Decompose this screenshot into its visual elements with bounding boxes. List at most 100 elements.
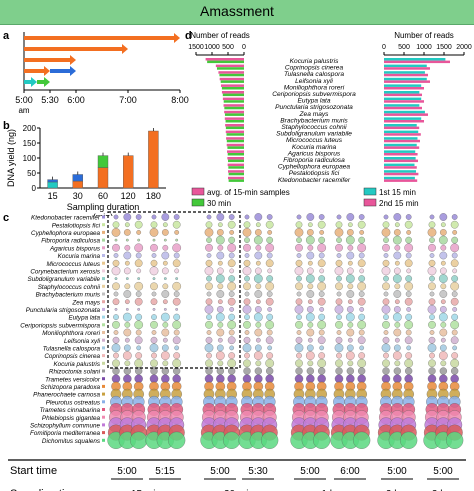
heatmap-bubble [150, 320, 158, 329]
timeline-arrow-4-head [31, 77, 37, 87]
heatmap-bubble [174, 345, 180, 351]
heatmap-bubble [216, 267, 224, 275]
heatmap-bubble [318, 252, 325, 259]
heatmap-bubble [404, 220, 413, 229]
heatmap-bubble [381, 343, 391, 353]
heatmap-row-marker [102, 354, 105, 358]
heatmap-bubble [172, 320, 182, 330]
heatmap-bubble [152, 277, 156, 280]
heatmap-bubble [317, 220, 326, 229]
heatmap-bubble [335, 367, 343, 375]
heatmap-bubble [205, 243, 213, 252]
heatmap-bubble [205, 336, 213, 344]
heatmap-bubble [255, 299, 261, 305]
heatmap-bubble [382, 243, 390, 252]
heatmap-bubble [267, 345, 273, 351]
heatmap-bubble [265, 374, 274, 383]
reads-right-bar-1st [384, 117, 422, 120]
heatmap-bubble [134, 336, 143, 345]
reads-left-bar-avg [223, 104, 244, 107]
heatmap-bubble [438, 351, 448, 360]
heatmap-bubble [383, 253, 389, 258]
yield-x-tick-label: 30 [73, 191, 83, 201]
heatmap-bubble [318, 313, 326, 321]
heatmap-bubble [381, 374, 391, 383]
heatmap-bubble [244, 237, 250, 243]
heatmap-bubble [205, 282, 213, 291]
reads-species-label: Ceriporiopsis subvermispora [272, 91, 356, 98]
heatmap-bubble [296, 352, 302, 359]
heatmap-bubble [357, 336, 366, 345]
heatmap-bubble [346, 213, 355, 221]
reads-right-bar-2nd [384, 87, 424, 90]
heatmap-bubble [205, 259, 213, 267]
heatmap-bubble [429, 237, 435, 243]
heatmap-bubble [294, 266, 304, 276]
heatmap-bubble [243, 259, 251, 267]
heatmap-row-marker [102, 392, 105, 396]
heatmap-bubble [229, 268, 235, 274]
sampling-time-value: 2 hrs [386, 489, 408, 491]
heatmap-bubble [335, 282, 343, 291]
heatmap-bubble [335, 259, 343, 267]
reads-left-bar-30 [223, 100, 244, 103]
heatmap-bubble [162, 337, 168, 343]
heatmap-row-marker [102, 215, 105, 219]
start-time-label: Start time [10, 465, 57, 477]
heatmap-bubble [151, 352, 157, 359]
heatmap-bubble [317, 358, 327, 368]
heatmap-bubble [254, 306, 262, 313]
heatmap-bubble [335, 359, 343, 368]
heatmap-bubble [227, 297, 236, 306]
heatmap-bubble [358, 313, 366, 321]
heatmap-bubble [163, 238, 167, 242]
heatmap-bubble [345, 235, 355, 245]
heatmap-bubble [255, 360, 262, 367]
heatmap-bubble [335, 221, 343, 229]
heatmap-row-label: Fibroporia radiculosa [41, 238, 100, 245]
heatmap-bubble [227, 281, 237, 291]
heatmap-bubble [381, 305, 391, 314]
reads-right-bar-2nd [384, 100, 424, 103]
heatmap-row-label: Punctularia strigosozonata [26, 307, 101, 314]
heatmap-bubble [305, 235, 315, 245]
reads-left-bar-avg [227, 163, 244, 167]
heatmap-bubble [452, 268, 458, 274]
heatmap-bubble [392, 312, 402, 322]
heatmap-bubble [336, 253, 342, 258]
heatmap-bubble [335, 336, 343, 344]
heatmap-row-label: Corynebacterium xerosis [30, 269, 100, 276]
heatmap-bubble [336, 214, 342, 220]
reads-right-bar-2nd [384, 126, 420, 130]
heatmap-bubble [439, 328, 448, 337]
heatmap-bubble [359, 307, 365, 312]
heatmap-row-label: Tulasnella calospora [43, 346, 101, 353]
reads-left-bar-avg [215, 64, 244, 68]
heatmap-bubble [149, 374, 159, 383]
heatmap-bubble [134, 281, 144, 291]
heatmap-bubble [382, 298, 390, 306]
yield-x-tick-label: 60 [98, 191, 108, 201]
heatmap-bubble [150, 243, 158, 252]
reads-species-label: Agaricus bisporus [287, 150, 341, 157]
heatmap-bubble [162, 260, 168, 266]
reads-right-bar-1st [384, 176, 415, 180]
heatmap-row-label: Phanerochaete carnosa [33, 392, 100, 399]
heatmap-bubble [217, 260, 223, 266]
reads-species-label: Staphylococcus cohnii [281, 124, 347, 131]
panel-label-c: c [3, 212, 10, 224]
heatmap-bubble [306, 344, 314, 352]
heatmap-bubble [216, 328, 225, 337]
heatmap-bubble [427, 228, 437, 237]
heatmap-bubble [382, 336, 390, 344]
heatmap-bubble [440, 222, 446, 228]
heatmap-bubble [393, 213, 402, 221]
heatmap-bubble [451, 252, 458, 259]
heatmap-bubble [172, 259, 181, 268]
reads-left-bar-30 [227, 146, 244, 149]
heatmap-bubble [206, 237, 212, 243]
panel-label-a: a [3, 30, 10, 42]
heatmap-bubble [307, 283, 314, 290]
heatmap-row-marker [102, 261, 105, 265]
heatmap-bubble [134, 259, 143, 268]
